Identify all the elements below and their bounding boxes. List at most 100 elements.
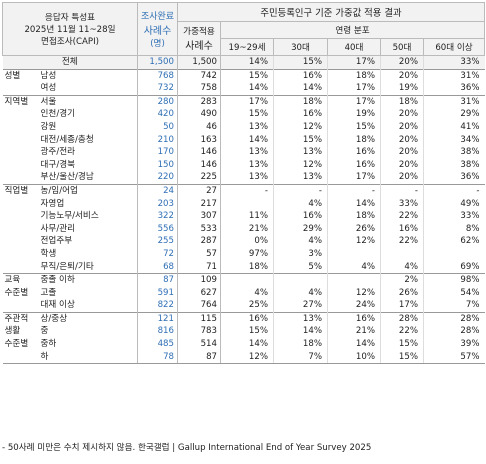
group-label: 수준별 [4, 339, 29, 350]
weighted-cases-cell: 71 [177, 260, 221, 274]
age-pct-cell: 33% [380, 197, 424, 211]
group-label: 직업별 [2, 183, 39, 198]
age-pct-cell: 15% [273, 55, 328, 70]
age-pct-cell: 14% [220, 338, 274, 351]
table-row: 무직/은퇴/기타 68 71 18% 5% 4% 4% 69% [3, 260, 485, 274]
age-pct-cell [220, 197, 274, 211]
subgroup-label: 중하 [38, 338, 138, 351]
table-row: 대구/경북 150 146 13% 12% 16% 20% 38% [3, 158, 485, 172]
age-pct-cell: 18% [327, 133, 381, 147]
table-row: 광주/전라 170 146 13% 13% 16% 20% 38% [3, 146, 485, 159]
age-pct-cell: 18% [220, 260, 274, 274]
age-pct-cell: 22% [380, 235, 424, 248]
age-pct-cell: 19% [327, 108, 381, 121]
group-label [3, 223, 39, 236]
age-pct-cell: 29% [273, 222, 328, 236]
age-pct-cell: - [220, 183, 274, 198]
age-pct-cell: 7% [273, 350, 328, 365]
group-label [3, 108, 39, 121]
age-pct-cell: 15% [380, 350, 424, 365]
subgroup-label: 전업주부 [38, 235, 138, 248]
age-pct-cell: 33% [423, 55, 485, 70]
group-label [3, 299, 39, 312]
weighted-cases-cell: 533 [177, 222, 221, 236]
completed-survey-header: 조사완료 사례수 (명) [137, 2, 178, 56]
group-label [2, 350, 39, 365]
weighted-cases-cell: 217 [177, 197, 221, 211]
weighted-cases-cell: 307 [177, 210, 221, 223]
age-pct-cell: 14% [327, 197, 381, 211]
age-pct-cell: 0% [220, 235, 274, 248]
age-pct-cell: 18% [327, 68, 381, 83]
age-col-header: 30대 [273, 38, 328, 56]
age-pct-cell: 14% [273, 82, 328, 96]
age-pct-cell: 15% [220, 108, 274, 121]
weighted-cases-cell: 225 [177, 171, 221, 185]
age-pct-cell: 16% [273, 210, 328, 223]
age-pct-cell: 4% [273, 235, 328, 248]
age-pct-cell: 25% [220, 299, 274, 313]
group-label [3, 235, 39, 248]
weighted-cases-cell: 146 [177, 146, 221, 159]
age-pct-cell: 13% [220, 158, 274, 172]
age-pct-cell: 62% [460, 236, 480, 247]
age-pct-cell: 13% [220, 120, 274, 134]
table-row: 강원 50 46 13% 12% 15% 20% 41% [3, 120, 485, 134]
age-pct-cell: - [273, 183, 328, 198]
group-label: 수준별 [4, 287, 29, 298]
age-pct-cell: 16% [220, 311, 274, 326]
age-pct-cell: 15% [327, 120, 381, 134]
group-label: 성별 [2, 68, 39, 83]
age-pct-cell: 69% [460, 261, 480, 272]
group-label [3, 261, 39, 274]
age-col-header: 40대 [327, 38, 381, 56]
completed-cases-cell: 24 [137, 183, 178, 198]
age-pct-cell: 8% [465, 223, 480, 234]
weighted-cases-cell: 27 [177, 183, 221, 198]
completed-cases-cell: 768 [137, 68, 178, 83]
age-pct-cell: 16% [273, 68, 328, 83]
age-pct-cell: 98% [423, 273, 485, 287]
completed-cases-cell: 68 [137, 260, 178, 274]
weighted-title: 주민등록인구 기준 가중값 적용 결과 [176, 2, 486, 22]
age-pct-cell: 16% [327, 146, 381, 159]
age-pct-cell: 13% [220, 171, 274, 185]
age-pct-cell: 33% [460, 211, 480, 222]
age-pct-cell: 22% [380, 210, 424, 223]
table-row: 부산/울산/경남 220 225 13% 13% 17% 20% 36% [3, 171, 485, 185]
subgroup-label: 대구/경북 [38, 158, 138, 172]
subgroup-label: 무직/은퇴/기타 [38, 260, 138, 274]
age-pct-cell: 16% [273, 108, 328, 121]
age-pct-cell: 27% [273, 299, 328, 313]
weighted-cases-cell: 115 [177, 311, 221, 326]
completed-cases-cell: 322 [137, 210, 178, 223]
total-row: 전체 1,500 1,500 14% 15% 17% 20% 33% [2, 55, 485, 70]
age-pct-cell: 14% [273, 325, 328, 339]
completed-cases-cell: 591 [137, 286, 178, 300]
table-row: 하 78 87 12% 7% 10% 15% 57% [2, 350, 485, 365]
age-pct-cell: 15% [220, 325, 274, 339]
subgroup-label: 중 [38, 325, 138, 339]
age-pct-cell: 10% [327, 350, 381, 365]
completed-cases-cell: 822 [137, 299, 178, 313]
subgroup-label: 강원 [38, 120, 138, 134]
age-pct-cell: 49% [460, 198, 480, 209]
age-pct-cell: 20% [380, 146, 424, 159]
subgroup-label: 사무/관리 [38, 222, 138, 236]
table-row: 사무/관리 556 533 21% 29% 26% 16% 8% [3, 222, 485, 236]
completed-cases-cell: 50 [137, 120, 178, 134]
age-pct-cell: 28% [380, 311, 424, 326]
age-pct-cell: 39% [460, 339, 480, 350]
age-pct-cell [380, 247, 424, 261]
table-row: 수준별 고졸 591 627 4% 4% 12% 26% 54% [3, 286, 485, 300]
age-pct-cell: 14% [220, 133, 274, 147]
completed-cases-cell: 87 [137, 273, 178, 287]
completed-cases-cell: 732 [137, 82, 178, 96]
age-pct-cell: 4% [327, 260, 381, 274]
subgroup-label: 학생 [38, 247, 138, 261]
subgroup-label: 상/중상 [38, 311, 138, 326]
age-pct-cell: 26% [327, 222, 381, 236]
age-pct-cell: 12% [327, 235, 381, 248]
age-pct-cell: 20% [380, 55, 424, 70]
age-pct-cell: 16% [327, 311, 381, 326]
